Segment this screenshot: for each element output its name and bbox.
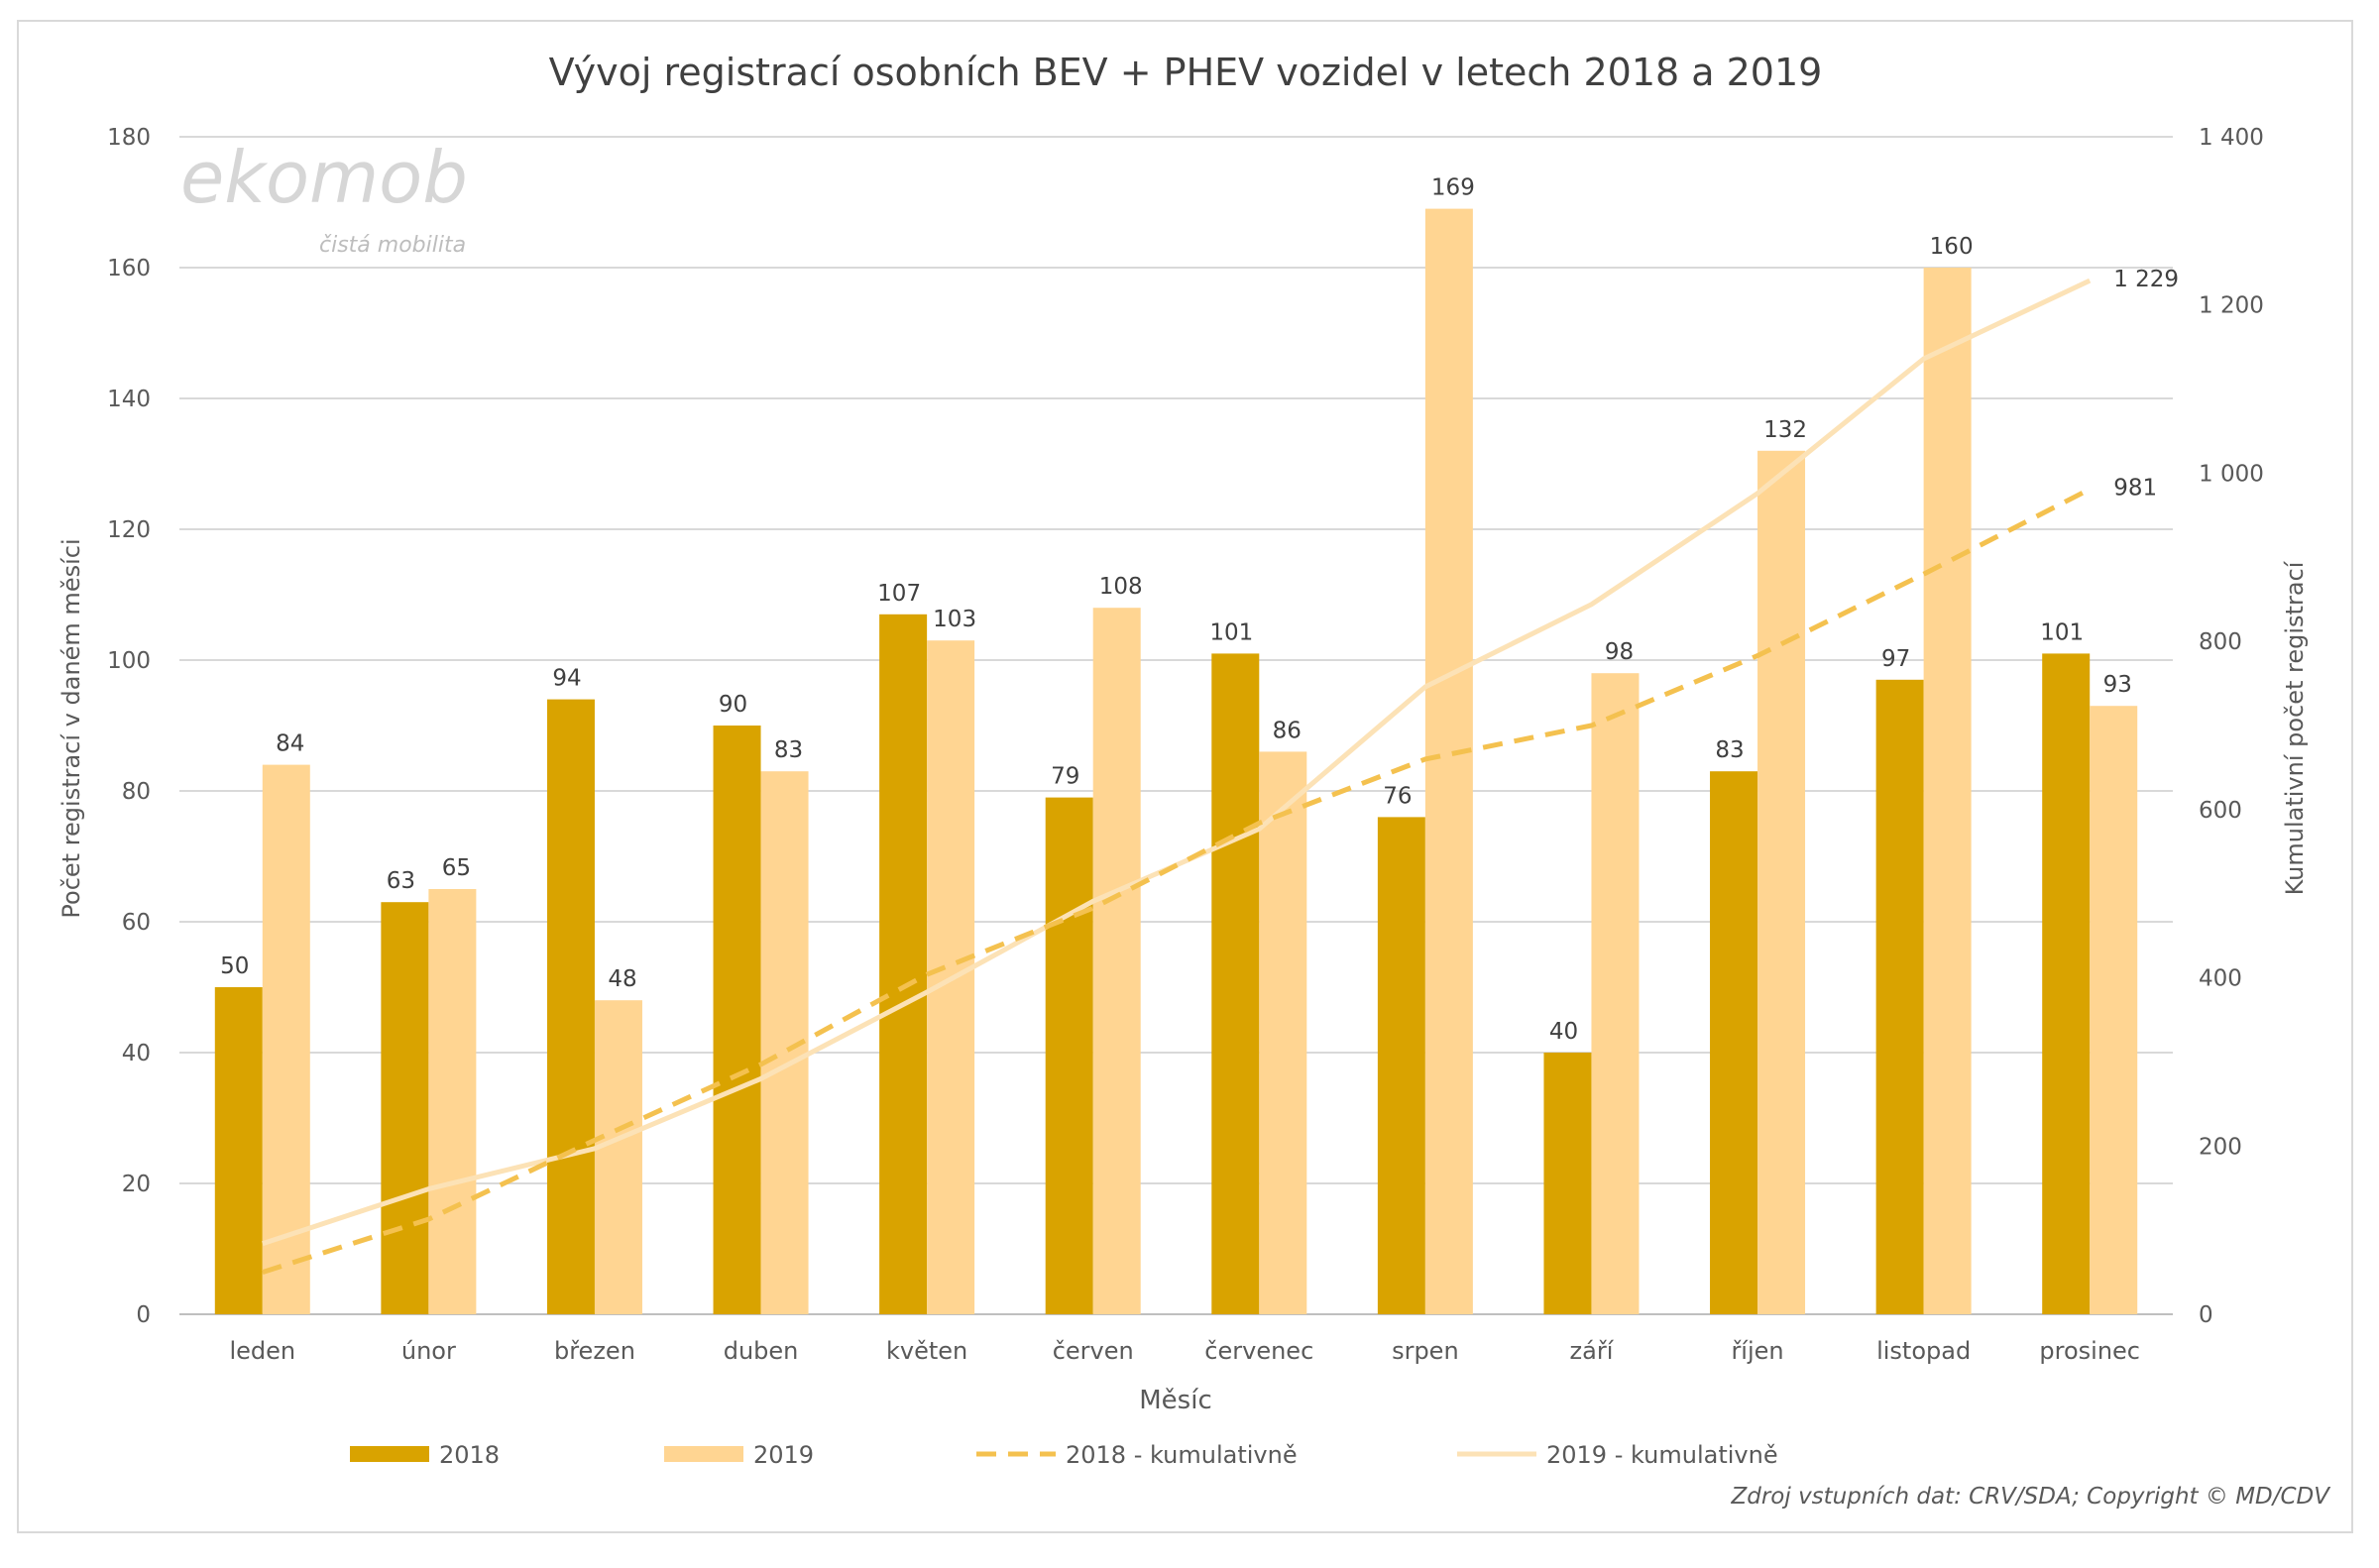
x-tick-label: únor [401, 1337, 456, 1365]
x-tick-label: srpen [1392, 1337, 1459, 1365]
bar-2019 [1092, 608, 1141, 1314]
y-tick-label: 100 [107, 648, 151, 674]
logo: ekomob čistá mobilita [180, 136, 468, 258]
data-label: 90 [719, 692, 747, 718]
y2-tick-label: 800 [2199, 629, 2242, 655]
bar-2019 [1424, 208, 1473, 1315]
source-note: Zdroj vstupních dat: CRV/SDA; Copyright … [1730, 1484, 2331, 1510]
y-tick-label: 40 [122, 1041, 151, 1066]
x-tick-label: březen [554, 1337, 635, 1365]
y2-tick-label: 600 [2199, 798, 2242, 824]
y-axis-title: Počet registrací v daném měsíci [57, 538, 85, 918]
bar-2019 [1591, 673, 1640, 1314]
legend-swatch [350, 1446, 429, 1462]
data-label: 169 [1431, 175, 1475, 201]
x-tick-label: září [1570, 1337, 1615, 1365]
data-label: 103 [933, 607, 976, 632]
data-label: 84 [276, 731, 304, 757]
y2-tick-label: 400 [2199, 966, 2242, 992]
y-tick-label: 60 [122, 910, 151, 936]
y2-tick-label: 1 000 [2199, 461, 2264, 487]
bar-2018 [2042, 653, 2091, 1314]
x-tick-label: listopad [1876, 1337, 1971, 1365]
end-label: 981 [2113, 476, 2157, 502]
x-tick-label: prosinec [2039, 1337, 2140, 1365]
legend-label: 2018 [439, 1441, 500, 1469]
data-label: 86 [1273, 718, 1302, 743]
data-label: 132 [1763, 417, 1807, 443]
data-label: 79 [1051, 764, 1079, 790]
y2-axis-title: Kumulativní počet registrací [2281, 560, 2309, 895]
data-label: 101 [2040, 619, 2084, 645]
x-tick-label: červenec [1204, 1337, 1313, 1365]
data-label: 50 [220, 953, 249, 979]
bar-2019 [262, 764, 310, 1314]
legend-swatch [664, 1446, 743, 1462]
bar-2018 [546, 699, 595, 1314]
bar-2018 [1710, 771, 1758, 1314]
data-label: 160 [1930, 234, 1974, 260]
y2-tick-label: 1 200 [2199, 293, 2264, 319]
y-tick-label: 0 [136, 1302, 151, 1328]
y-tick-label: 120 [107, 517, 151, 543]
y2-tick-label: 1 400 [2199, 125, 2264, 151]
data-label: 101 [1209, 619, 1253, 645]
data-label: 108 [1099, 574, 1143, 600]
data-label: 94 [552, 666, 581, 692]
y-tick-label: 160 [107, 256, 151, 281]
bar-2019 [428, 889, 477, 1314]
legend: 2018 2019 2018 - kumulativně 2019 - kumulat… [350, 1441, 1778, 1469]
logo-text: ekomob [180, 136, 468, 219]
bar-2019 [1757, 450, 1806, 1314]
data-label: 98 [1605, 639, 1634, 665]
x-tick-label: leden [229, 1337, 295, 1365]
bar-2019 [2090, 706, 2138, 1314]
y2-tick-label: 200 [2199, 1134, 2242, 1160]
bar-2018 [713, 726, 761, 1314]
y-tick-label: 180 [107, 125, 151, 151]
x-tick-label: červen [1053, 1337, 1134, 1365]
data-label: 40 [1549, 1019, 1578, 1045]
x-axis-title: Měsíc [1139, 1386, 1212, 1415]
line-2018-kumulativně [262, 487, 2092, 1275]
data-label: 107 [877, 581, 921, 607]
data-label: 65 [442, 855, 471, 881]
bar-2018 [1875, 679, 1924, 1314]
data-label: 63 [387, 868, 415, 894]
y-tick-label: 140 [107, 387, 151, 412]
end-label: 1 229 [2113, 267, 2179, 292]
chart-title: Vývoj registrací osobních BEV + PHEV voz… [549, 51, 1823, 94]
bar-2019 [1923, 268, 1972, 1314]
y-tick-label: 80 [122, 779, 151, 805]
legend-label: 2019 [753, 1441, 814, 1469]
bar-2019 [594, 1000, 642, 1314]
bar-2019 [1259, 751, 1307, 1314]
data-label: 48 [608, 966, 636, 992]
logo-tagline: čistá mobilita [319, 233, 466, 258]
data-label: 93 [2103, 672, 2132, 698]
bar-2018 [1377, 817, 1425, 1314]
data-label: 97 [1881, 646, 1910, 672]
y2-tick-label: 0 [2199, 1302, 2213, 1328]
bar-2018 [214, 987, 263, 1314]
bar-2018 [1045, 797, 1093, 1314]
x-tick-label: květen [886, 1337, 967, 1365]
data-label: 76 [1383, 783, 1412, 809]
bar-2018 [381, 902, 429, 1314]
bar-2018 [879, 614, 928, 1314]
x-tick-label: říjen [1731, 1337, 1783, 1365]
x-tick-label: duben [724, 1337, 799, 1365]
bar-2018 [1211, 653, 1260, 1314]
legend-label: 2018 - kumulativně [1066, 1441, 1298, 1469]
legend-label: 2019 - kumulativně [1546, 1441, 1778, 1469]
data-label: 83 [1715, 737, 1744, 763]
bar-2018 [1543, 1053, 1592, 1314]
y-tick-label: 20 [122, 1172, 151, 1197]
data-label: 83 [774, 737, 803, 763]
